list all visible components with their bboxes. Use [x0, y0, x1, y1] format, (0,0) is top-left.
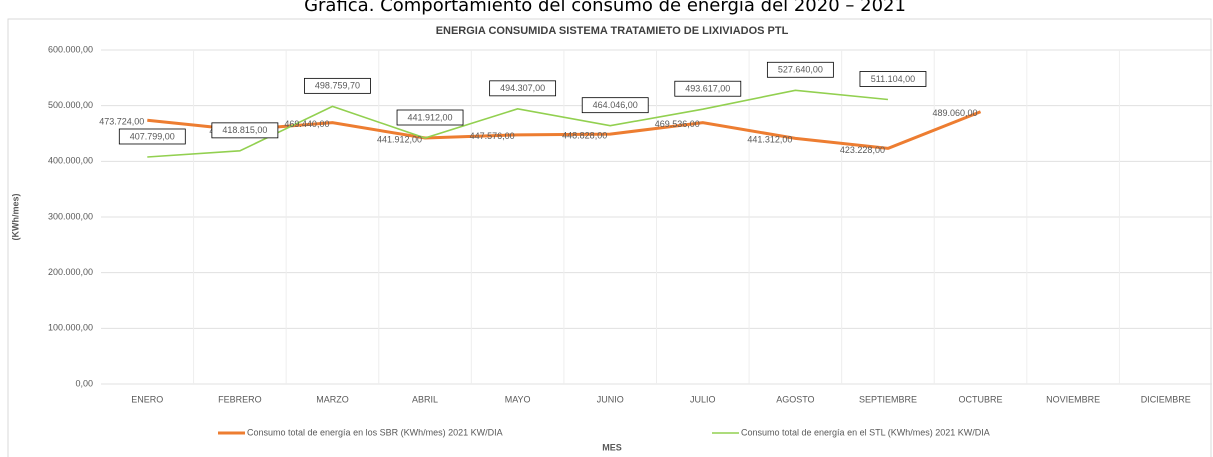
label-box	[581, 97, 649, 114]
data-label-box: 511.104,00	[859, 71, 927, 87]
label-box	[118, 128, 186, 145]
x-tick-label: FEBRERO	[218, 394, 262, 404]
data-label: 441.912,00	[408, 112, 453, 122]
data-label: 498.759,70	[315, 81, 360, 91]
data-label-box: 498.759,70	[304, 77, 371, 94]
x-tick-label: DICIEMBRE	[1141, 394, 1191, 404]
x-tick-label: SEPTIEMBRE	[859, 394, 917, 404]
data-label: 407.799,00	[130, 131, 175, 141]
data-label: 527.640,00	[778, 65, 823, 75]
data-label: 489.060,00	[932, 108, 977, 118]
label-box	[766, 61, 834, 78]
x-axis-label: MES	[602, 442, 622, 452]
x-tick-label: OCTUBRE	[959, 394, 1003, 404]
data-label: 493.617,00	[685, 84, 730, 94]
series-line	[147, 110, 982, 150]
y-tick-label: 500.000,00	[48, 100, 93, 110]
data-label: 418.815,00	[222, 125, 267, 135]
chart-border	[7, 18, 1212, 457]
data-label-box: 418.815,00	[211, 122, 279, 139]
x-tick-label: ENERO	[131, 394, 163, 404]
x-tick-label: JUNIO	[597, 394, 624, 404]
data-label: 473.724,00	[99, 117, 144, 127]
data-label-box: 493.617,00	[674, 80, 742, 97]
y-tick-label: 300.000,00	[48, 211, 93, 221]
data-label-box: 494.307,00	[489, 80, 557, 97]
x-tick-label: NOVIEMBRE	[1046, 394, 1100, 404]
y-tick-label: 0,00	[75, 378, 93, 388]
label-box	[489, 80, 557, 97]
data-label: 447.576,00	[470, 131, 515, 141]
label-box	[674, 80, 742, 97]
legend-label: Consumo total de energía en el STL (KWh/…	[741, 427, 990, 437]
legend-label: Consumo total de energía en los SBR (KWh…	[247, 427, 503, 437]
data-label: 448.828,00	[562, 131, 607, 141]
y-tick-label: 200.000,00	[48, 267, 93, 277]
data-label: 423.228,00	[840, 145, 885, 155]
y-tick-label: 600.000,00	[48, 44, 93, 54]
data-label-box: 441.912,00	[396, 109, 464, 126]
data-label-box: 464.046,00	[581, 97, 649, 114]
label-box	[304, 77, 371, 94]
data-label: 464.046,00	[593, 100, 638, 110]
caption: Gráfica. Comportamiento del consumo de e…	[304, 0, 906, 16]
data-label: 469.440,00	[284, 119, 329, 129]
data-label: 441.912,00	[377, 134, 422, 144]
data-label: 469.536,00	[655, 119, 700, 129]
data-label-box: 407.799,00	[118, 128, 186, 145]
data-label: 441.312,00	[747, 135, 792, 145]
y-tick-label: 100.000,00	[48, 323, 93, 333]
label-box	[859, 71, 927, 87]
x-tick-label: MAYO	[505, 394, 531, 404]
data-label: 511.104,00	[871, 74, 915, 84]
y-axis-label: (KWh/mes)	[10, 193, 20, 240]
y-tick-label: 400.000,00	[48, 156, 93, 166]
label-box	[396, 109, 464, 126]
x-tick-label: AGOSTO	[776, 394, 814, 404]
data-label: 494.307,00	[500, 83, 545, 93]
x-tick-label: ABRIL	[412, 394, 438, 404]
label-box	[211, 122, 279, 139]
data-label-box: 527.640,00	[766, 61, 834, 78]
chart-title: ENERGIA CONSUMIDA SISTEMA TRATAMIETO DE …	[436, 25, 789, 37]
x-tick-label: MARZO	[316, 394, 349, 404]
x-tick-label: JULIO	[690, 394, 716, 404]
